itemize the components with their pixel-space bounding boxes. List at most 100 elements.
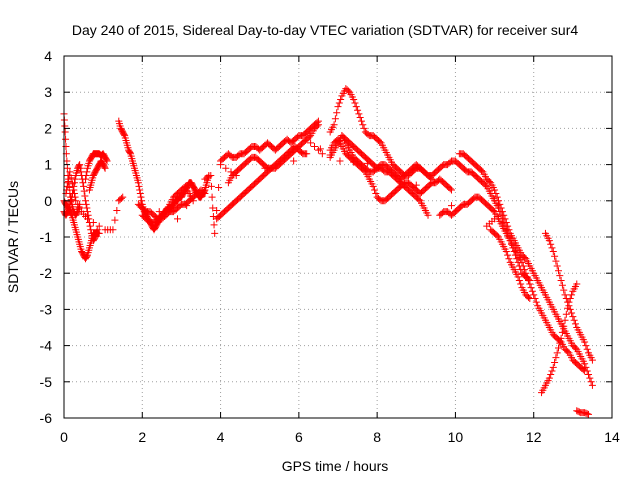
data-point [135,182,143,190]
data-point [376,138,384,146]
x-tick-label: 12 [526,429,542,445]
series-arc3 [60,197,103,263]
data-point [517,280,525,288]
data-point [498,208,506,216]
data-point [558,328,566,336]
data-point [79,179,87,187]
data-point [227,168,235,176]
data-point [588,381,596,389]
data-point [356,114,364,122]
data-point [581,360,589,368]
data-point [70,186,78,194]
data-point [582,342,590,350]
data-point [63,164,71,172]
data-point [562,295,570,303]
data-point [76,164,84,172]
data-point [207,171,215,179]
data-point [336,157,344,165]
data-point [337,95,345,103]
data-point [527,284,535,292]
data-point [354,106,362,114]
data-point [67,174,75,182]
data-point [357,117,365,125]
y-tick-label: 2 [44,120,52,136]
series-arc19 [538,280,581,397]
y-tick-label: 0 [44,193,52,209]
data-point [77,168,85,176]
data-point [448,186,456,194]
series-arc18 [487,226,534,303]
data-point [492,190,500,198]
data-point [86,222,94,230]
data-point [290,157,298,165]
data-point [553,349,561,357]
data-point [363,159,371,167]
data-point [119,193,127,201]
data-point [377,161,385,169]
series-arc4 [82,150,111,183]
data-point [491,215,499,223]
x-tick-label: 6 [295,429,303,445]
data-point [136,190,144,198]
series-arc11 [224,143,311,187]
data-point [504,251,512,259]
y-tick-label: -5 [40,374,53,390]
data-point [213,206,221,214]
y-tick-label: 4 [44,48,52,64]
data-point [344,87,352,95]
data-point [210,221,218,229]
data-point [207,182,215,190]
data-point [524,276,532,284]
data-point [586,374,594,382]
data-point [174,215,182,223]
series-arc20 [541,229,596,364]
data-point [545,374,553,382]
data-point [564,298,572,306]
data-point [222,164,230,172]
data-point [126,149,134,157]
data-point [521,266,529,274]
y-tick-label: -2 [40,265,53,281]
data-point [109,226,117,234]
data-point [313,118,321,126]
data-point [89,219,97,227]
x-tick-label: 4 [217,429,225,445]
series-arc10 [217,117,322,165]
data-point [369,182,377,190]
data-point [62,135,70,143]
data-point [561,291,569,299]
data-point [232,171,240,179]
data-point [521,254,529,262]
data-point [573,280,581,288]
data-point [523,273,531,281]
series-arc12 [326,85,534,284]
data-point [80,182,88,190]
data-point [522,269,530,277]
data-point [351,99,359,107]
data-point [95,229,103,237]
data-point [74,200,82,208]
data-point [68,180,76,188]
data-point [494,197,502,205]
data-point [134,179,142,187]
data-point [587,378,595,386]
data-point [183,202,191,210]
data-point [211,229,219,237]
data-point [448,202,456,210]
data-point [581,338,589,346]
data-point [63,157,71,165]
data-point [334,103,342,111]
data-point [64,179,72,187]
data-point [505,226,513,234]
data-point [524,293,532,301]
data-point [502,219,510,227]
data-point [553,262,561,270]
data-point [493,193,501,201]
data-point [548,367,556,375]
data-point [502,247,510,255]
data-point [137,200,145,208]
y-tick-label: 3 [44,84,52,100]
data-point [585,371,593,379]
series-arc17 [455,150,596,389]
